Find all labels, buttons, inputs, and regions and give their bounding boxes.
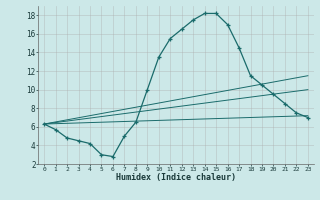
X-axis label: Humidex (Indice chaleur): Humidex (Indice chaleur) — [116, 173, 236, 182]
